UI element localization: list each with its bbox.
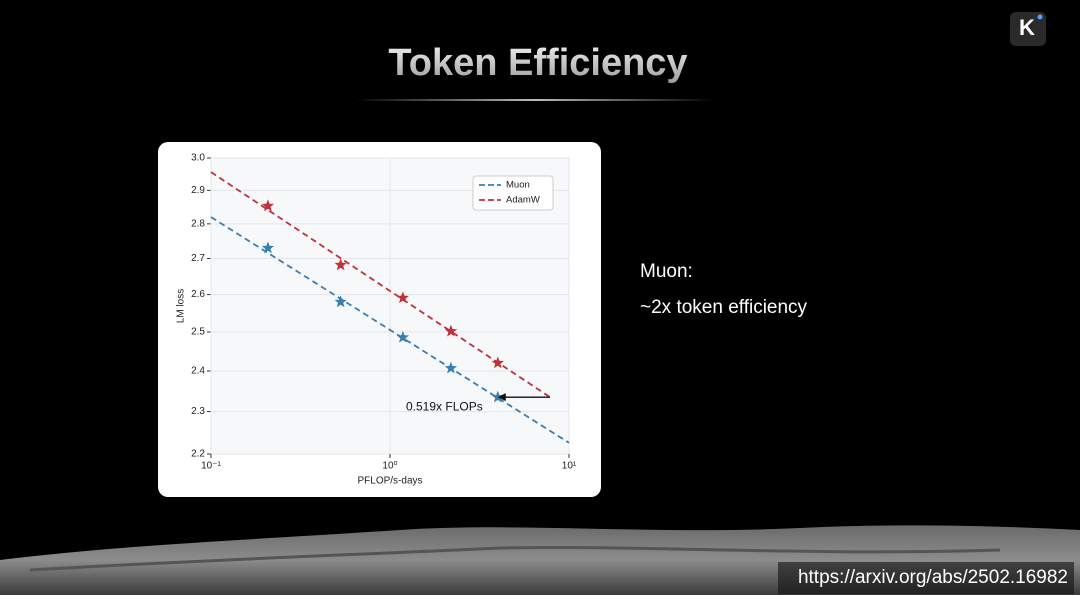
legend-label: Muon (506, 180, 530, 191)
title-underline (355, 99, 715, 101)
annotation: 0.519x FLOPs (406, 399, 483, 413)
x-tick-label: 10⁰ (382, 461, 397, 472)
slide-title: Token Efficiency (388, 42, 687, 84)
chart: 2.2 2.3 2.4 2.5 2.6 2.7 2.8 2.9 3.0 10⁻¹ 10⁰ 10¹ PFL… (176, 153, 577, 487)
data-point (261, 241, 275, 254)
data-point (334, 258, 347, 271)
y-tick-label: 3.0 (191, 153, 205, 164)
y-tick-label: 2.8 (191, 218, 205, 229)
y-tick-label: 2.4 (191, 366, 205, 377)
x-tick-label: 10⁻¹ (201, 461, 221, 472)
data-point (491, 390, 504, 403)
note-heading: Muon: (640, 261, 693, 282)
y-tick-label: 2.2 (191, 449, 205, 460)
data-point (396, 330, 409, 343)
y-tick-label: 2.7 (191, 253, 205, 264)
y-tick-label: 2.5 (191, 327, 205, 338)
x-axis-label: PFLOP/s-days (357, 476, 422, 487)
data-point (444, 361, 458, 374)
y-tick-label: 2.6 (191, 289, 205, 300)
x-tick-label: 10¹ (562, 461, 577, 472)
y-tick-label: 2.9 (191, 185, 205, 196)
fit-line (210, 216, 570, 444)
logo: K (1010, 12, 1046, 46)
data-point (261, 199, 275, 212)
moon-texture (29, 545, 1001, 572)
data-point (334, 295, 347, 308)
note-text: ~2x token efficiency (640, 297, 808, 318)
y-axis-label: LM loss (176, 289, 187, 323)
source-bg (778, 562, 1074, 594)
data-point (491, 356, 504, 369)
svg-text:K: K (1019, 15, 1035, 40)
arrow-head (497, 393, 506, 402)
fit-line (210, 171, 551, 398)
data-point (396, 291, 409, 304)
y-tick-label: 2.3 (191, 406, 205, 417)
source-url: https://arxiv.org/abs/2502.16982 (798, 567, 1068, 588)
legend-label: AdamW (506, 195, 540, 206)
data-point (444, 324, 458, 337)
